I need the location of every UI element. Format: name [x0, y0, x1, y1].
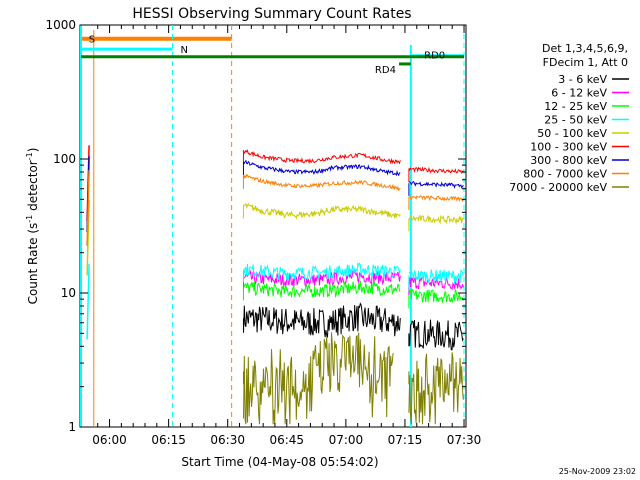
series-line	[243, 280, 401, 298]
legend-label: 6 - 12 keV	[551, 87, 607, 100]
y-tick-label: 1	[68, 420, 76, 434]
series-line	[243, 268, 401, 288]
x-tick-label: 07:00	[329, 433, 364, 447]
legend-title-line: Det 1,3,4,5,6,9,	[542, 42, 628, 55]
x-tick-label: 07:30	[447, 433, 482, 447]
x-tick-label: 06:45	[269, 433, 304, 447]
series-line	[408, 194, 464, 203]
x-tick-label: 06:00	[92, 433, 127, 447]
series-line	[243, 149, 401, 165]
series-line	[86, 199, 90, 276]
series-12-25-kev	[242, 280, 464, 309]
series-25-50-kev	[86, 261, 464, 340]
y-label-part: )	[26, 148, 40, 153]
chart-title: HESSI Observing Summary Count Rates	[132, 6, 411, 22]
series-line	[408, 166, 464, 175]
annotation-label: S	[89, 35, 95, 46]
legend-label: 800 - 7000 keV	[523, 168, 607, 181]
x-axis-label: Start Time (04-May-08 05:54:02)	[181, 455, 378, 469]
series-layer	[86, 145, 464, 425]
series-line	[408, 288, 464, 303]
legend: Det 1,3,4,5,6,9, FDecim 1, Att 0 3 - 6 k…	[509, 42, 629, 194]
legend-label: 100 - 300 keV	[530, 141, 607, 154]
series-7000-20000-kev	[242, 332, 464, 425]
legend-label: 50 - 100 keV	[537, 127, 607, 140]
series-line	[243, 261, 401, 281]
y-tick-label: 10	[61, 286, 76, 300]
legend-label: 300 - 800 keV	[530, 154, 607, 167]
legend-title-line: FDecim 1, Att 0	[543, 56, 628, 69]
annotation-lines	[80, 25, 465, 427]
annotation-label: RD4	[375, 65, 396, 76]
annotation-label: N	[180, 45, 187, 56]
series-line	[408, 269, 464, 284]
x-tick-label: 06:15	[151, 433, 186, 447]
x-tick-label: 07:15	[388, 433, 423, 447]
series-line	[408, 214, 464, 225]
x-tick-label: 06:30	[210, 433, 245, 447]
series-300-800-kev	[86, 156, 464, 233]
axis-ticks: 06:00 06:15 06:30 06:45 07:00 07:15 07:30 1 10 10…	[45, 18, 481, 447]
footer-timestamp: 25-Nov-2009 23:02	[559, 467, 636, 476]
plot-frame	[79, 24, 467, 428]
series-50-100-kev	[86, 199, 464, 276]
y-tick-label: 100	[53, 152, 76, 166]
series-line	[86, 170, 90, 246]
series-line	[408, 319, 464, 351]
legend-label: 25 - 50 keV	[544, 114, 607, 127]
y-label-part: detector	[26, 160, 40, 215]
series-line	[243, 332, 394, 425]
series-line	[243, 302, 401, 338]
series-line	[243, 173, 401, 192]
series-line	[243, 159, 401, 177]
y-label-part: Count Rate (s	[26, 223, 40, 305]
y-tick-label: 1000	[45, 18, 76, 32]
y-label-exponent: -1	[25, 152, 34, 160]
legend-label: 7000 - 20000 keV	[509, 181, 607, 194]
annotation-label: RD0	[424, 51, 445, 62]
legend-label: 12 - 25 keV	[544, 100, 607, 113]
y-label-exponent: -1	[25, 215, 34, 223]
series-line	[243, 202, 401, 220]
y-axis-label: Count Rate (s-1 detector-1)	[25, 148, 40, 305]
legend-label: 3 - 6 keV	[558, 73, 607, 86]
series-line	[408, 352, 464, 425]
series-3-6-kev	[242, 302, 464, 351]
series-line	[86, 263, 90, 340]
annotation-labels: S N RD4 RD0	[89, 35, 445, 76]
series-800-7000-kev	[86, 170, 464, 246]
series-line	[408, 276, 464, 291]
series-line	[408, 180, 464, 190]
